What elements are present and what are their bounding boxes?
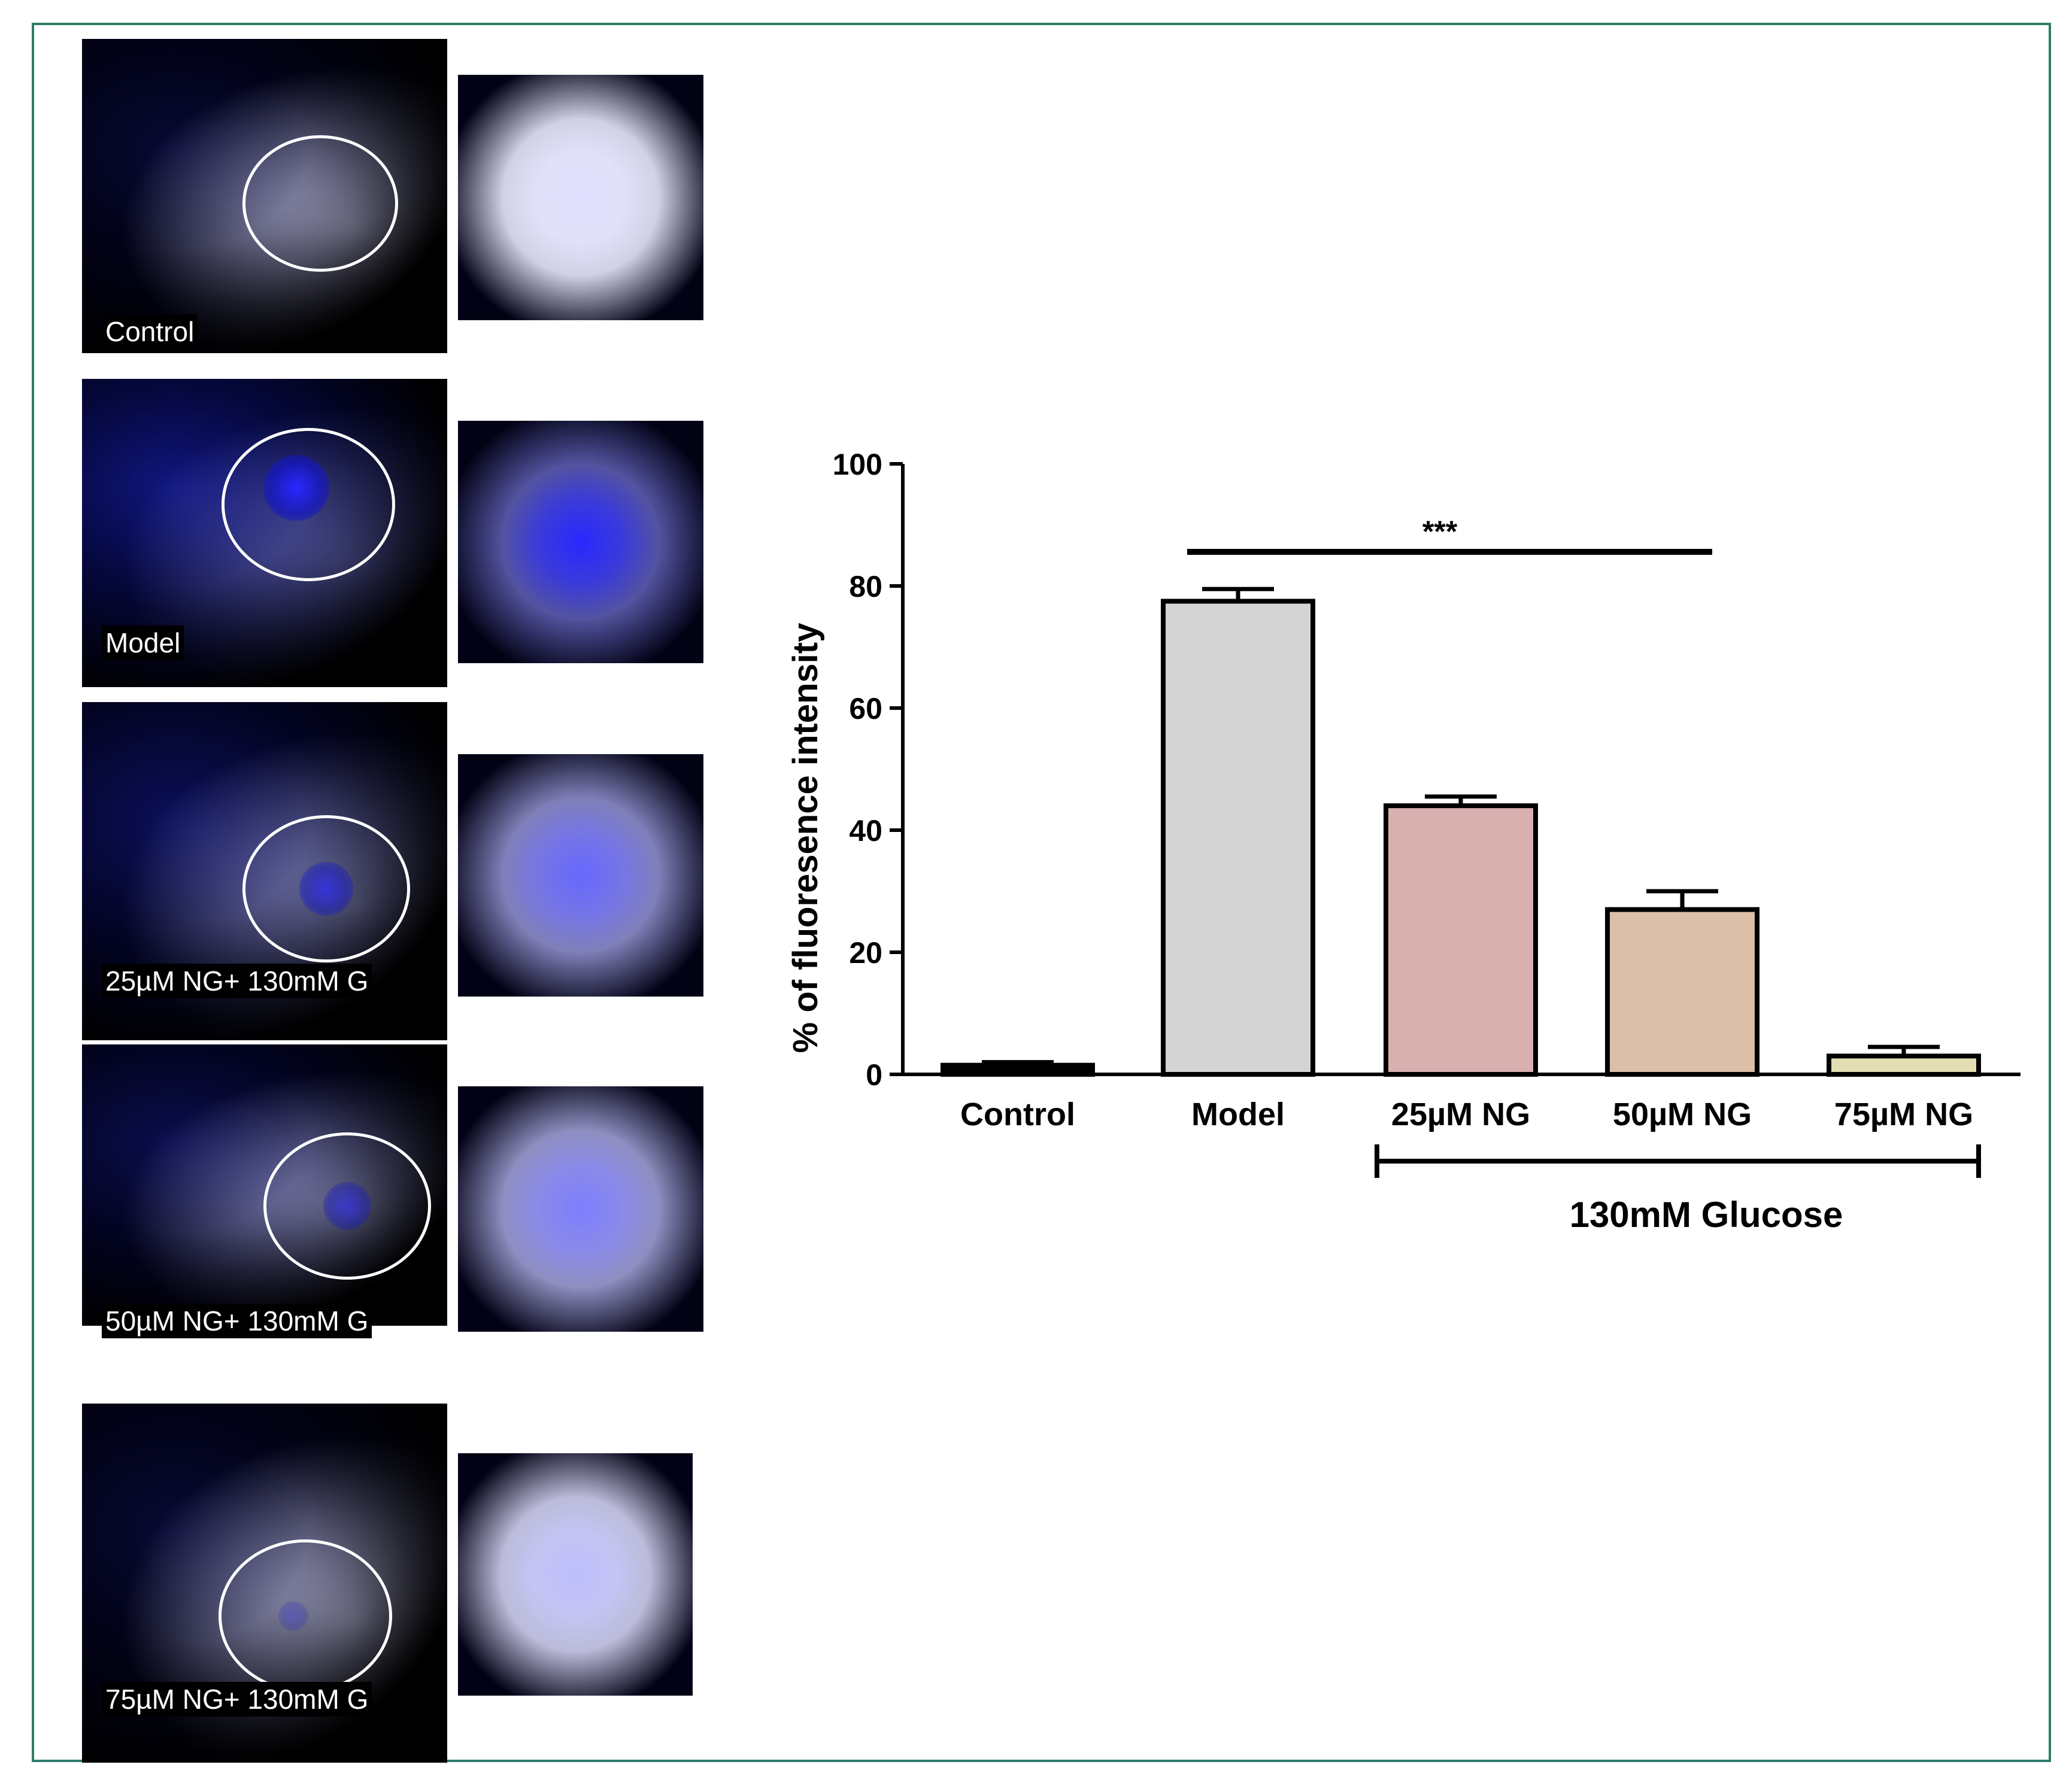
y-tick-label: 0 — [866, 1058, 882, 1092]
y-tick-label: 60 — [849, 692, 882, 725]
bar — [1827, 1053, 1981, 1077]
x-tick-label: Model — [1191, 1097, 1285, 1132]
region-circle — [222, 428, 395, 581]
x-tick-label: 25µM NG — [1391, 1097, 1530, 1132]
x-tick-label: Control — [960, 1097, 1075, 1132]
zoomed-image — [458, 1086, 703, 1332]
image-label: Model — [102, 625, 184, 660]
y-tick-label: 40 — [849, 814, 882, 848]
zoomed-image — [458, 1453, 693, 1696]
y-tick-label: 20 — [849, 936, 882, 970]
image-label: 50µM NG+ 130mM G — [102, 1304, 372, 1338]
bar — [1384, 803, 1538, 1077]
region-circle — [242, 815, 410, 963]
group-bracket-label: 130mM Glucose — [1570, 1195, 1843, 1235]
y-tick-label: 80 — [849, 570, 882, 603]
y-axis-label: % of fluoresence intensity — [786, 623, 825, 1053]
region-circle — [263, 1132, 431, 1280]
image-label: 25µM NG+ 130mM G — [102, 964, 372, 998]
region-circle — [242, 135, 398, 272]
significance-label: *** — [1422, 515, 1458, 548]
zoomed-image — [458, 754, 703, 997]
bar — [1605, 907, 1759, 1077]
x-tick-label: 50µM NG — [1613, 1097, 1752, 1132]
image-label: 75µM NG+ 130mM G — [102, 1682, 372, 1717]
image-label: Control — [102, 314, 198, 349]
zoomed-image — [458, 421, 703, 663]
chart-bars — [941, 587, 1981, 1077]
zoomed-image — [458, 75, 703, 320]
bar — [941, 1062, 1095, 1077]
bar — [1161, 599, 1315, 1077]
x-tick-label: 75µM NG — [1834, 1097, 1973, 1132]
chart-ticks: 0 20 40 60 80 100 Control Model 25µM NG 50µM NG 75… — [833, 448, 1974, 1132]
figure-frame — [32, 23, 2051, 1762]
y-tick-label: 100 — [833, 448, 882, 481]
